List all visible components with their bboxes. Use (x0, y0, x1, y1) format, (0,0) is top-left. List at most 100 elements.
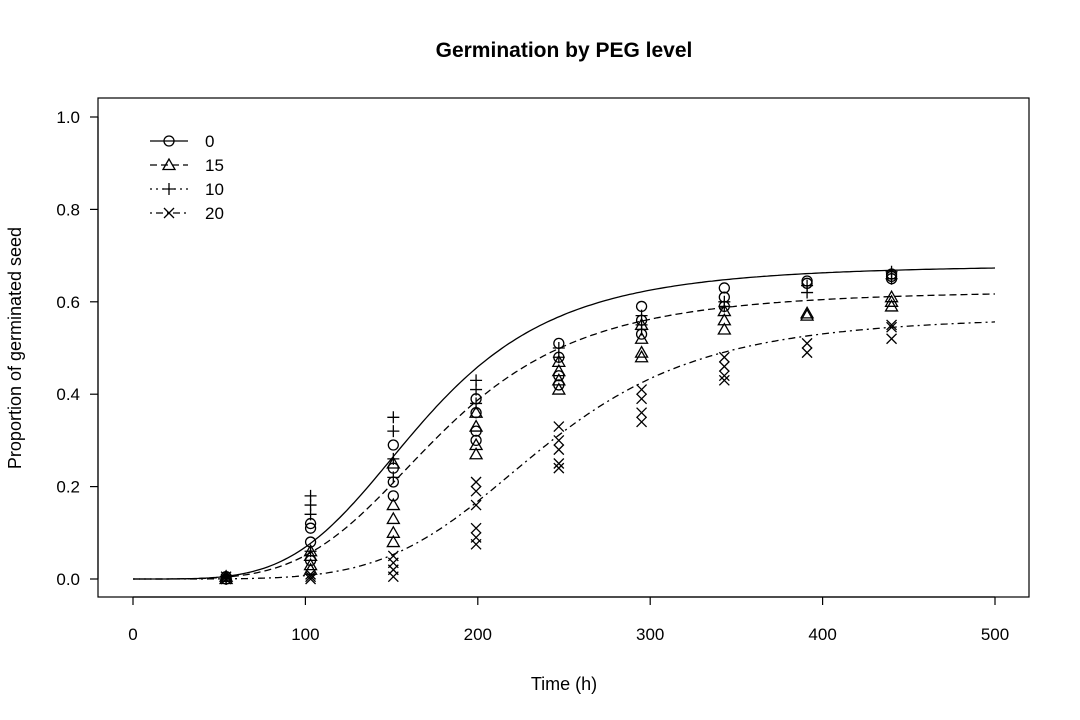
y-tick-label: 0.6 (56, 293, 80, 312)
point-peg-10 (387, 471, 400, 484)
point-peg-15 (386, 497, 401, 511)
x-tick-label: 500 (981, 625, 1009, 644)
point-peg-20 (470, 485, 482, 497)
point-peg-20 (718, 351, 730, 363)
point-peg-20 (636, 393, 648, 405)
point-peg-15 (386, 534, 401, 548)
legend-label: 10 (205, 180, 224, 199)
point-peg-20 (553, 462, 565, 474)
point-peg-15 (634, 331, 649, 344)
legend-label: 15 (205, 156, 224, 175)
point-peg-15 (468, 405, 484, 418)
point-peg-15 (799, 308, 815, 321)
point-peg-20 (470, 538, 482, 550)
point-peg-20 (886, 321, 898, 333)
y-tick-label: 0.4 (56, 385, 80, 404)
point-peg-20 (220, 573, 232, 585)
x-tick-label: 200 (464, 625, 492, 644)
legend-marker (163, 207, 175, 219)
x-axis-label: Time (h) (531, 674, 597, 694)
fitted-curves (133, 267, 996, 580)
point-peg-20 (470, 476, 482, 488)
point-peg-20 (305, 571, 317, 583)
point-peg-20 (553, 434, 565, 446)
point-peg-15 (799, 306, 815, 319)
chart-title: Germination by PEG level (436, 39, 693, 62)
y-axis: 0.0 0.2 0.4 0.6 0.8 1.0 (56, 108, 99, 589)
point-peg-10 (718, 300, 731, 313)
x-tick-label: 0 (128, 625, 137, 644)
x-axis: 0 100 200 300 400 500 (128, 596, 1009, 644)
point-peg-20 (305, 568, 317, 580)
y-axis-label: Proportion of germinated seed (5, 227, 25, 469)
point-peg-15 (634, 349, 649, 363)
point-peg-20 (801, 337, 813, 349)
point-peg-20 (553, 458, 565, 469)
point-peg-15 (551, 382, 566, 395)
point-peg-10 (387, 411, 400, 424)
point-peg-15 (386, 456, 401, 469)
legend-marker (163, 135, 175, 147)
point-peg-15 (386, 511, 401, 525)
point-peg-10 (552, 351, 565, 364)
legend-marker (163, 183, 175, 195)
x-tick-label: 300 (636, 625, 664, 644)
point-peg-10 (635, 323, 648, 336)
point-peg-15 (468, 446, 484, 460)
point-peg-20 (636, 384, 648, 396)
curve-peg-15 (133, 293, 995, 580)
point-peg-10 (470, 397, 483, 410)
point-peg-20 (553, 444, 565, 456)
point-peg-10 (304, 508, 317, 521)
point-peg-20 (470, 522, 482, 534)
point-peg-15 (634, 345, 649, 358)
legend-label: 0 (205, 132, 214, 151)
y-tick-label: 0.2 (56, 478, 80, 497)
y-tick-label: 0.8 (56, 200, 80, 219)
point-peg-0 (387, 490, 399, 502)
legend-item-20: 20 (150, 204, 224, 223)
point-peg-20 (387, 571, 399, 583)
point-peg-0 (718, 282, 730, 294)
legend-item-0: 0 (150, 132, 214, 151)
data-points (218, 265, 899, 585)
point-peg-20 (886, 319, 898, 331)
point-peg-0 (387, 439, 399, 451)
legend-item-10: 10 (150, 180, 224, 199)
point-peg-0 (304, 522, 317, 534)
point-peg-15 (717, 322, 732, 335)
point-peg-0 (470, 434, 482, 447)
legend-label: 20 (205, 204, 224, 223)
point-peg-20 (718, 361, 730, 372)
point-peg-10 (387, 425, 400, 438)
legend: 0 15 10 20 (150, 132, 224, 223)
point-peg-20 (470, 499, 482, 511)
point-peg-20 (220, 571, 232, 583)
point-peg-15 (468, 419, 484, 432)
x-tick-label: 400 (808, 625, 836, 644)
curve-peg-0 (133, 267, 996, 580)
point-peg-10 (304, 545, 317, 558)
curve-peg-20 (133, 321, 996, 580)
point-peg-20 (801, 347, 813, 359)
point-peg-20 (305, 573, 317, 585)
point-peg-20 (636, 407, 648, 419)
y-tick-label: 0.0 (56, 570, 80, 589)
point-peg-20 (718, 374, 730, 386)
point-peg-10 (801, 286, 814, 299)
x-tick-label: 100 (291, 625, 319, 644)
point-peg-20 (553, 421, 565, 432)
point-peg-20 (886, 333, 898, 345)
point-peg-10 (470, 383, 483, 396)
legend-item-15: 15 (150, 156, 224, 175)
y-tick-label: 1.0 (56, 108, 80, 127)
legend-marker (161, 157, 177, 171)
point-peg-15 (303, 557, 318, 571)
point-peg-15 (884, 299, 899, 312)
point-peg-10 (885, 272, 898, 285)
point-peg-20 (718, 370, 730, 382)
point-peg-15 (884, 294, 899, 307)
point-peg-10 (387, 452, 400, 465)
point-peg-20 (636, 416, 648, 428)
